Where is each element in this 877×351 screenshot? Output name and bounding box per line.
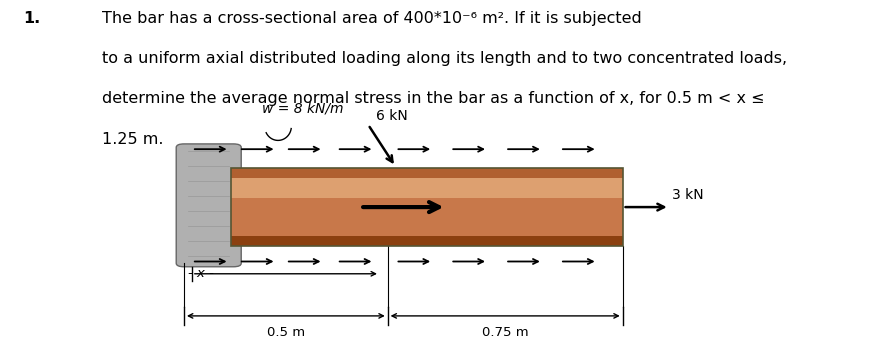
Text: 6 kN: 6 kN — [376, 109, 408, 123]
Text: w = 8 kN/m: w = 8 kN/m — [262, 102, 344, 116]
Text: 0.5 m: 0.5 m — [267, 326, 305, 339]
Text: determine the average normal stress in the bar as a function of x, for 0.5 m < x: determine the average normal stress in t… — [102, 91, 765, 106]
Text: The bar has a cross-sectional area of 400*10⁻⁶ m². If it is subjected: The bar has a cross-sectional area of 40… — [102, 11, 642, 26]
Text: 0.75 m: 0.75 m — [481, 326, 529, 339]
Bar — [231, 237, 623, 246]
Text: 1.: 1. — [24, 11, 40, 26]
Bar — [231, 168, 623, 246]
FancyBboxPatch shape — [176, 144, 241, 267]
Text: 3 kN: 3 kN — [672, 188, 703, 202]
Text: 1.25 m.: 1.25 m. — [102, 132, 163, 147]
Bar — [231, 178, 623, 198]
Bar — [231, 168, 623, 178]
Text: - x -: - x - — [188, 266, 214, 280]
Bar — [231, 178, 623, 237]
Text: to a uniform axial distributed loading along its length and to two concentrated : to a uniform axial distributed loading a… — [102, 51, 787, 66]
